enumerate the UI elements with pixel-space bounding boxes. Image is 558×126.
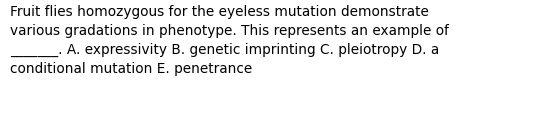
- Text: Fruit flies homozygous for the eyeless mutation demonstrate
various gradations i: Fruit flies homozygous for the eyeless m…: [10, 5, 449, 76]
